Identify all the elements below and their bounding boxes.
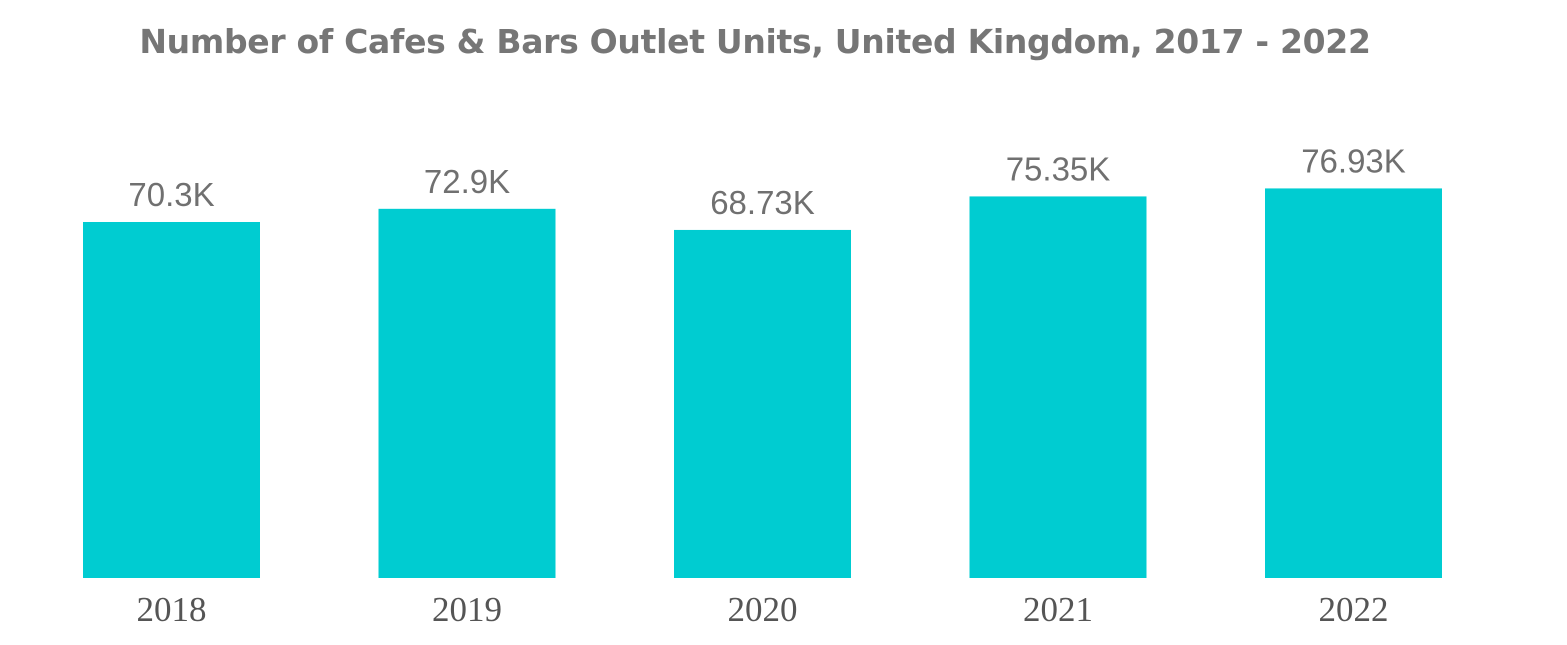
data-label-2018: 70.3K — [128, 176, 214, 213]
data-label-2021: 75.35K — [1006, 150, 1111, 187]
bar-2019 — [378, 208, 556, 579]
data-label-2020: 68.73K — [710, 184, 815, 221]
x-tick-2021: 2021 — [1023, 590, 1093, 629]
x-tick-2019: 2019 — [432, 590, 502, 629]
chart-title: Number of Cafes & Bars Outlet Units, Uni… — [139, 22, 1371, 61]
x-tick-2020: 2020 — [728, 590, 798, 629]
bar-2021 — [969, 196, 1147, 579]
bar-2018 — [83, 221, 260, 578]
data-label-2022: 76.93K — [1301, 142, 1406, 179]
x-tick-2018: 2018 — [137, 590, 207, 629]
bar-2022 — [1265, 188, 1442, 579]
bars-layer — [83, 188, 1442, 579]
value-labels-layer: 70.3K 72.9K 68.73K 75.35K 76.93K — [128, 142, 1405, 221]
x-tick-labels: 2018 2019 2020 2021 2022 — [137, 590, 1389, 629]
x-tick-2022: 2022 — [1319, 590, 1389, 629]
bar-2020 — [674, 229, 851, 579]
data-label-2019: 72.9K — [424, 163, 510, 200]
